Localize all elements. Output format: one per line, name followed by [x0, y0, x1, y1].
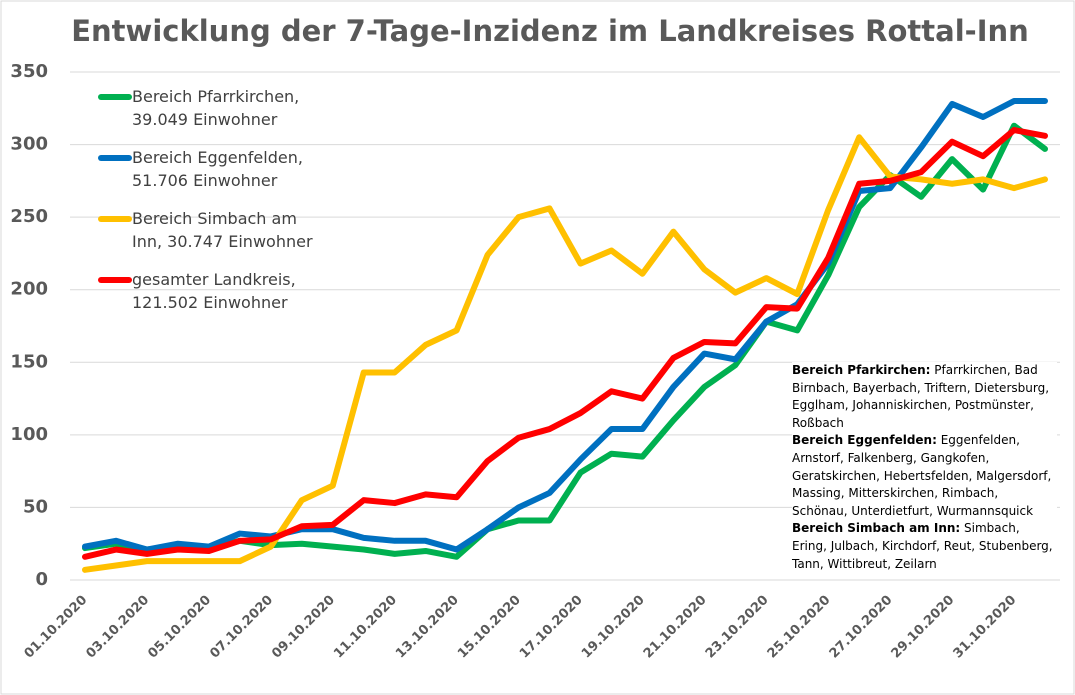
- data-line: [82, 134, 1048, 573]
- y-tick-label: 150: [10, 351, 48, 372]
- annotation-text: Simbach, Ering, Julbach, Kirchdorf, Reut…: [792, 521, 1053, 571]
- legend-label: gesamter Landkreis, 121.502 Einwohner: [132, 270, 296, 312]
- legend-swatch: [98, 216, 132, 222]
- annotation-title: Bereich Eggenfelden:: [792, 433, 937, 448]
- annotation-title: Bereich Simbach am Inn:: [792, 521, 961, 536]
- y-tick-label: 300: [10, 134, 48, 155]
- legend-swatch: [98, 155, 132, 161]
- legend-swatch: [98, 94, 132, 100]
- annotation-item: Bereich Eggenfelden: Eggenfelden, Arnsto…: [792, 432, 1057, 520]
- y-tick-label: 200: [10, 279, 48, 300]
- y-tick-label: 100: [10, 424, 48, 445]
- chart-title: Entwicklung der 7-Tage-Inzidenz im Landk…: [71, 14, 1029, 48]
- annotation-text: Eggenfelden, Arnstorf, Falkenberg, Gangk…: [792, 433, 1052, 518]
- y-tick-label: 0: [35, 569, 48, 590]
- legend-label: Bereich Eggenfelden, 51.706 Einwohner: [132, 148, 303, 190]
- legend-swatch: [98, 277, 132, 283]
- data-line: [82, 98, 1048, 553]
- legend-label: Bereich Simbach am Inn, 30.747 Einwohner: [132, 209, 313, 251]
- annotation-item: Bereich Pfarkirchen: Pfarrkirchen, Bad B…: [792, 362, 1057, 432]
- annotation-title: Bereich Pfarkirchen:: [792, 363, 931, 377]
- legend-label: Bereich Pfarrkirchen, 39.049 Einwohner: [132, 87, 300, 129]
- annotation-item: Bereich Simbach am Inn: Simbach, Ering, …: [792, 520, 1057, 573]
- data-line: [82, 127, 1048, 560]
- y-tick-label: 250: [10, 206, 48, 227]
- y-tick-label: 350: [10, 61, 48, 82]
- annotation-text: Pfarrkirchen, Bad Birnbach, Bayerbach, T…: [792, 363, 1050, 430]
- annotation: Bereich Pfarkirchen: Pfarrkirchen, Bad B…: [792, 362, 1057, 574]
- y-tick-label: 50: [23, 496, 48, 517]
